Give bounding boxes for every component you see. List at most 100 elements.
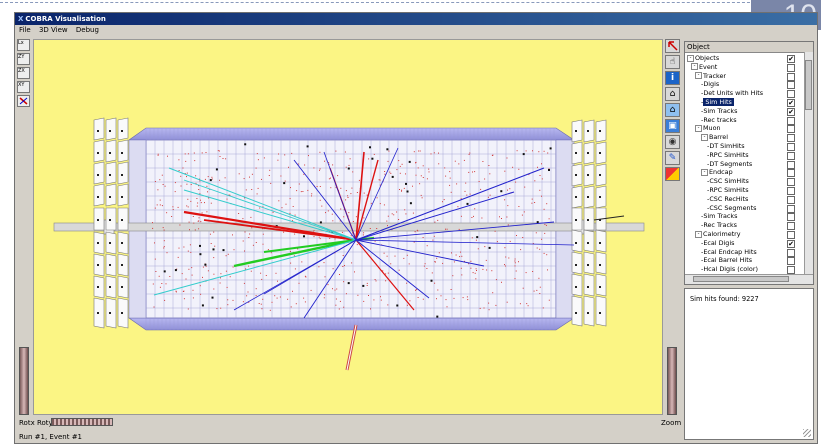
tree-expander-icon[interactable]: - [695,124,702,132]
hand-icon[interactable]: ☝ [665,55,680,69]
sim-hit-dot [440,295,442,297]
sim-hit-dot [419,150,421,152]
tree-item-checkbox[interactable] [787,248,795,257]
tree-item-checkbox[interactable]: ✔ [787,239,795,248]
save-home-icon[interactable]: ⌂ [665,103,680,117]
tree-item[interactable]: - Event [691,63,717,71]
tree-item[interactable]: -Ecal Endcap Hits [701,248,757,256]
tree-item-checkbox[interactable]: ✔ [787,107,795,116]
tree-item[interactable]: - Barrel [701,133,728,141]
sim-hit-dot [283,231,285,233]
info-icon[interactable]: i [665,71,680,85]
tree-item-checkbox[interactable] [787,266,795,275]
tree-item-checkbox[interactable] [787,257,795,266]
sim-hit-dot [528,174,530,176]
tree-item[interactable]: -CSC RecHits [707,195,748,203]
tree-item[interactable]: - Endcap [701,168,733,176]
tree-item-checkbox[interactable] [787,231,795,239]
tree-item-checkbox[interactable] [787,160,795,169]
resize-grip-icon[interactable] [803,429,811,437]
tree-item-checkbox[interactable] [787,151,795,160]
tree-expander-icon[interactable]: - [695,72,702,80]
tree-item[interactable]: - Tracker [695,72,726,80]
tree-item-checkbox[interactable] [787,169,795,178]
pick-arrow-icon[interactable] [17,95,30,107]
tree-item-checkbox[interactable] [787,63,795,72]
sim-hit-dot [387,225,388,227]
tree-item-checkbox[interactable] [787,81,795,90]
tree-item-checkbox[interactable] [787,90,795,99]
tree-item-checkbox[interactable] [787,143,795,151]
select-arrow-icon[interactable] [665,39,680,53]
view-all-icon[interactable]: ▣ [665,119,680,133]
tree-item-checkbox[interactable] [787,195,795,204]
tree-item[interactable]: -Sim Hits [701,98,734,106]
tree-item[interactable]: - Objects [687,54,719,62]
zoom-dial[interactable] [667,347,677,415]
tree-item-checkbox[interactable] [787,213,795,222]
menu-file[interactable]: File [19,26,31,34]
tree-item-checkbox[interactable] [787,187,795,195]
home-icon[interactable]: ⌂ [665,87,680,101]
tree-item-checkbox[interactable]: ✔ [787,99,795,107]
sim-hit-dot [249,233,251,235]
tree-item[interactable]: - Calorimetry [695,230,741,238]
axis-x-icon[interactable]: Lx [17,39,30,51]
tree-expander-icon[interactable]: - [701,133,708,141]
tree-item[interactable]: -DT Segments [707,160,752,168]
tree-item-checkbox[interactable]: ✔ [787,55,795,63]
tree-expander-icon[interactable]: - [687,54,694,62]
tree-vertical-scrollbar[interactable] [804,52,813,276]
roty-wheel[interactable] [51,418,113,426]
tree-item[interactable]: -CSC SimHits [707,177,749,185]
tree-item[interactable]: -CSC Segments [707,204,756,212]
sim-hit-dot [489,194,491,196]
tree-item-checkbox[interactable] [787,72,795,81]
sim-hit-dot [548,218,550,220]
tree-item-checkbox[interactable] [787,178,795,187]
tree-vscroll-thumb[interactable] [805,60,812,110]
detector-scene[interactable] [34,40,663,415]
color-icon[interactable] [665,167,680,181]
tree-item[interactable]: -Rec Tracks [701,221,737,229]
tree-item[interactable]: -Digis [701,80,719,88]
tree-item[interactable]: -Hcal Digis (color) [701,265,758,273]
sim-hit-dot [461,255,463,257]
sim-hit-dot [363,300,365,302]
tree-item-checkbox[interactable] [787,116,795,125]
tree-horizontal-scrollbar[interactable] [685,274,813,284]
tree-item-checkbox[interactable] [787,204,795,213]
tree-item[interactable]: -Ecal Barrel Hits [701,256,752,264]
tree-item-label: Sim Tracks [703,106,738,115]
axis-zy-icon[interactable]: ZY [17,53,30,65]
tree-item-checkbox[interactable] [787,134,795,143]
tree-expander-icon[interactable]: - [695,230,702,238]
menu-3d-view[interactable]: 3D View [38,26,68,34]
axis-zx-icon[interactable]: ZX [17,67,30,79]
tree-expander-icon[interactable]: - [691,63,698,71]
rotx-dial[interactable] [19,347,29,415]
tree-item-checkbox[interactable] [787,222,795,231]
tree-item[interactable]: -Det Units with Hits [701,89,763,97]
tree-item[interactable]: -Ecal Digis [701,239,734,247]
tree-item[interactable]: -RPC SimHits [707,151,749,159]
tree-item[interactable]: -Rec tracks [701,116,737,124]
tree-expander-icon[interactable]: - [701,168,708,176]
tree-item[interactable]: -RPC SimHits [707,186,749,194]
tree-item-checkbox[interactable] [787,125,795,134]
sim-hit-dot [426,245,428,247]
sim-hit-dot [350,235,352,237]
sim-hit-dot [343,281,345,283]
tree-hscroll-thumb[interactable] [693,276,789,282]
tree-item[interactable]: -Sim Tracks [701,107,737,115]
tree-item[interactable]: - Muon [695,124,721,132]
eye-icon[interactable]: ◉ [665,135,680,149]
tree-item[interactable]: -Sim Tracks [701,212,737,220]
pencil-icon[interactable]: ✎ [665,151,680,165]
menu-debug[interactable]: Debug [75,26,99,34]
tree-item-label: CSC Segments [709,203,757,212]
sim-hit-dot [154,207,156,209]
axis-xy-icon[interactable]: XY [17,81,30,93]
tree-item[interactable]: -DT SimHits [707,142,745,150]
3d-viewer[interactable] [33,39,663,415]
